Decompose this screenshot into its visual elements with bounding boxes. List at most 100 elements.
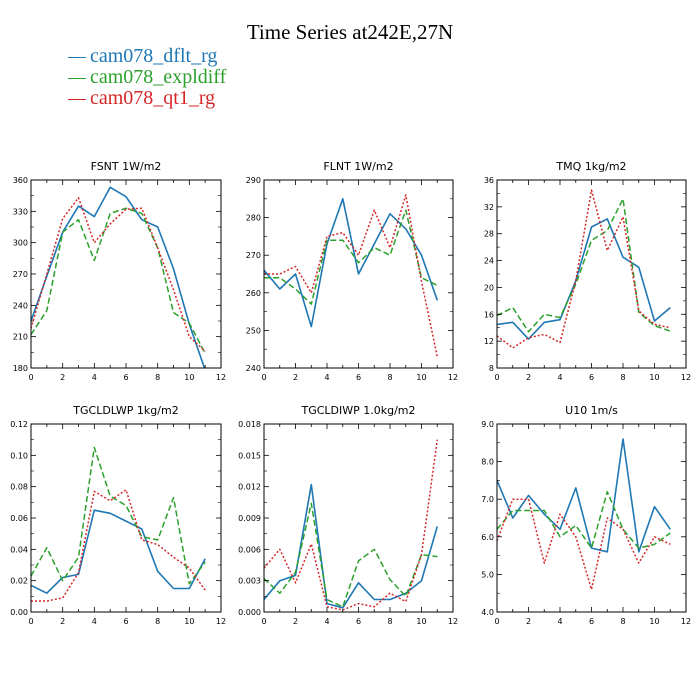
series-line-cam078_qt1_rg xyxy=(264,439,439,611)
series-line-cam078_qt1_rg xyxy=(264,194,439,357)
series-line-cam078_dflt_rg xyxy=(31,509,206,595)
x-tick-label: 6 xyxy=(356,617,361,626)
chart-title: FLNT 1W/m2 xyxy=(323,160,393,173)
y-tick-label: 9.0 xyxy=(481,420,494,429)
y-tick-label: 0.04 xyxy=(10,545,28,554)
y-tick-label: 360 xyxy=(13,176,28,185)
x-tick-label: 12 xyxy=(216,373,226,382)
legend-label: cam078_qt1_rg xyxy=(90,87,216,109)
x-tick-label: 0 xyxy=(261,617,266,626)
y-tick-label: 36 xyxy=(484,176,494,185)
chart-panel-5: U10 1m/s 0 2 4 6 8 10 12 4.0 5.0 6.0 7.0 8.0 9.0 xyxy=(481,404,691,626)
y-tick-label: 8.0 xyxy=(481,458,494,467)
series-line-cam078_dflt_rg xyxy=(31,186,206,368)
plot-frame xyxy=(496,179,687,369)
x-tick-label: 10 xyxy=(649,617,659,626)
y-tick-label: 0.06 xyxy=(10,514,28,523)
x-tick-label: 8 xyxy=(387,617,392,626)
y-tick-label: 0.12 xyxy=(10,420,28,429)
x-tick-label: 6 xyxy=(356,373,361,382)
chart-title: TGCLDLWP 1kg/m2 xyxy=(72,404,178,417)
x-tick-label: 0 xyxy=(494,373,499,382)
x-tick-label: 10 xyxy=(184,617,194,626)
y-tick-label: 0.02 xyxy=(10,577,28,586)
legend-label: cam078_dflt_rg xyxy=(90,45,218,67)
legend-label: cam078_expldiff xyxy=(90,66,227,88)
series-line-cam078_qt1_rg xyxy=(497,498,671,591)
series-line-cam078_dflt_rg xyxy=(264,483,439,609)
y-tick-label: 260 xyxy=(246,289,261,298)
x-tick-label: 10 xyxy=(184,373,194,382)
x-tick-label: 12 xyxy=(681,617,691,626)
series-line-cam078_expldiff xyxy=(31,446,206,585)
series-line-cam078_expldiff xyxy=(31,207,206,354)
series-line-cam078_dflt_rg xyxy=(264,198,439,328)
y-tick-label: 270 xyxy=(13,270,28,279)
y-tick-label: 24 xyxy=(484,257,494,266)
x-tick-label: 8 xyxy=(155,373,160,382)
series-line-cam078_dflt_rg xyxy=(497,438,671,553)
x-tick-label: 12 xyxy=(681,373,691,382)
series-line-cam078_expldiff xyxy=(264,502,438,608)
x-tick-label: 8 xyxy=(620,617,625,626)
y-tick-label: 0.009 xyxy=(238,514,261,523)
x-tick-label: 4 xyxy=(92,373,97,382)
x-tick-label: 6 xyxy=(589,373,594,382)
x-tick-label: 10 xyxy=(649,373,659,382)
legend-line-icon xyxy=(68,56,86,58)
y-tick-label: 4.0 xyxy=(481,608,494,617)
y-tick-label: 250 xyxy=(246,326,261,335)
chart-title: TGCLDIWP 1.0kg/m2 xyxy=(300,404,415,417)
y-tick-label: 0.006 xyxy=(238,545,261,554)
legend-entry-qt1: cam078_qt1_rg xyxy=(68,87,215,109)
y-tick-label: 0.00 xyxy=(10,608,28,617)
y-tick-label: 8 xyxy=(489,364,494,373)
y-tick-label: 330 xyxy=(13,207,28,216)
chart-title: FSNT 1W/m2 xyxy=(91,160,162,173)
y-tick-label: 7.0 xyxy=(481,495,494,504)
chart-title: TMQ 1kg/m2 xyxy=(555,160,626,173)
x-tick-label: 8 xyxy=(155,617,160,626)
x-tick-label: 12 xyxy=(448,617,458,626)
x-tick-label: 8 xyxy=(620,373,625,382)
chart-panel-1: FLNT 1W/m2 0 2 4 6 8 10 12 240 250 260 270 280 290 xyxy=(246,160,458,382)
x-tick-label: 10 xyxy=(416,617,426,626)
y-tick-label: 20 xyxy=(484,283,494,292)
y-tick-label: 0.018 xyxy=(238,420,261,429)
y-tick-label: 300 xyxy=(13,239,28,248)
y-tick-label: 5.0 xyxy=(481,570,494,579)
y-tick-label: 0.08 xyxy=(10,483,28,492)
y-tick-label: 0.10 xyxy=(10,451,28,460)
y-tick-label: 6.0 xyxy=(481,533,494,542)
x-tick-label: 4 xyxy=(557,617,562,626)
legend-line-icon xyxy=(68,98,86,100)
y-tick-label: 28 xyxy=(484,230,494,239)
x-tick-label: 6 xyxy=(123,373,128,382)
x-tick-label: 2 xyxy=(293,617,298,626)
x-tick-label: 6 xyxy=(123,617,128,626)
y-tick-label: 12 xyxy=(484,337,494,346)
chart-panel-3: TGCLDLWP 1kg/m2 0 2 4 6 8 10 12 0.00 0.02 0.04 0.06… xyxy=(10,404,226,626)
y-tick-label: 270 xyxy=(246,251,261,260)
x-tick-label: 6 xyxy=(589,617,594,626)
series-line-cam078_dflt_rg xyxy=(497,218,671,340)
legend-entry-expldiff: cam078_expldiff xyxy=(68,66,226,88)
x-tick-label: 4 xyxy=(92,617,97,626)
x-tick-label: 4 xyxy=(324,617,329,626)
y-tick-label: 0.000 xyxy=(238,608,261,617)
chart-panel-4: TGCLDIWP 1.0kg/m2 0 2 4 6 8 10 12 0.000 0.003 0.00… xyxy=(238,404,458,626)
legend-entry-dflt: cam078_dflt_rg xyxy=(68,45,217,67)
x-tick-label: 4 xyxy=(557,373,562,382)
y-tick-label: 280 xyxy=(246,214,261,223)
y-tick-label: 290 xyxy=(246,176,261,185)
y-tick-label: 0.012 xyxy=(238,483,261,492)
x-tick-label: 0 xyxy=(28,373,33,382)
x-tick-label: 2 xyxy=(526,373,531,382)
x-tick-label: 0 xyxy=(261,373,266,382)
figure-title: Time Series at242E,27N xyxy=(246,20,454,44)
x-tick-label: 2 xyxy=(60,617,65,626)
y-tick-label: 180 xyxy=(13,364,28,373)
y-tick-label: 240 xyxy=(246,364,261,373)
